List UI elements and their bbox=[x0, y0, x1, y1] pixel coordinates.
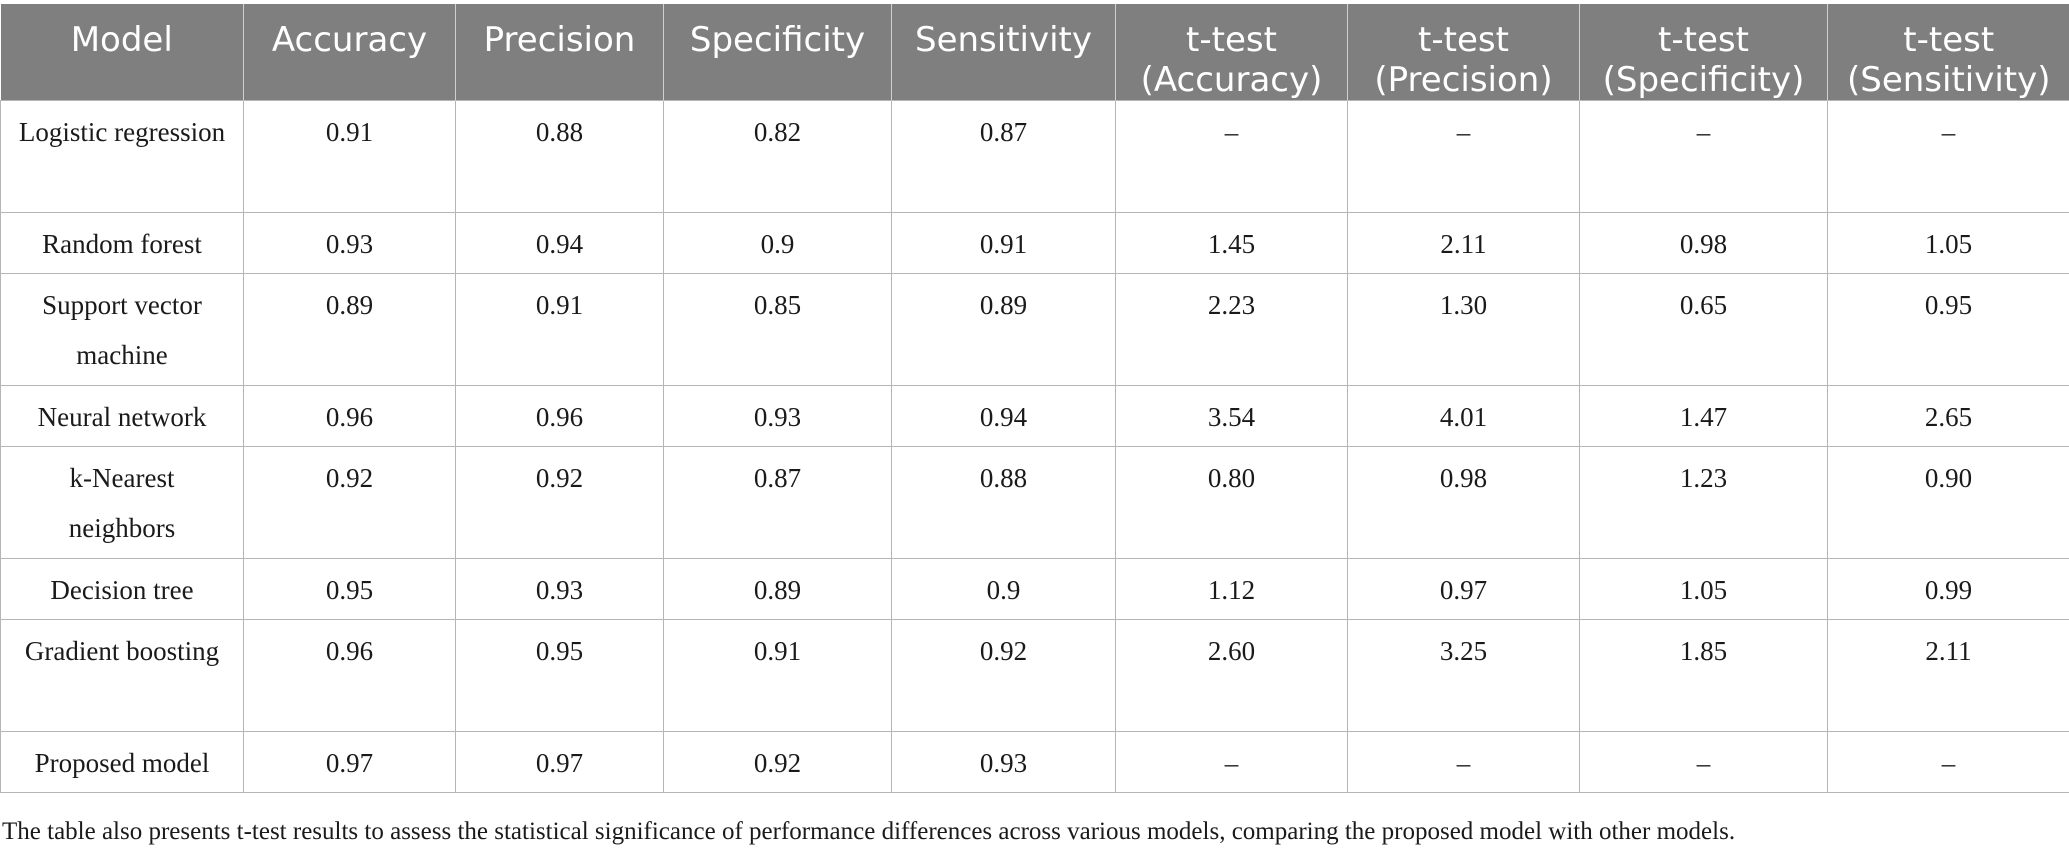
table-cell: 0.92 bbox=[455, 446, 664, 559]
col-header-precision: Precision bbox=[455, 4, 664, 101]
table-cell: 0.95 bbox=[243, 558, 456, 620]
table-cell: 1.47 bbox=[1579, 385, 1828, 447]
col-header-model: Model bbox=[0, 4, 244, 101]
table-cell: 0.93 bbox=[455, 558, 664, 620]
col-header-ttest-accuracy: t-test (Accuracy) bbox=[1115, 4, 1348, 101]
table-row: Support vector machine 0.89 0.91 0.85 0.… bbox=[0, 273, 2069, 386]
table-cell: 0.99 bbox=[1827, 558, 2069, 620]
table-cell: 0.9 bbox=[891, 558, 1116, 620]
model-name-cell: Proposed model bbox=[0, 731, 244, 793]
table-cell: 2.23 bbox=[1115, 273, 1348, 386]
table-cell: 0.87 bbox=[891, 100, 1116, 213]
model-name-cell: Random forest bbox=[0, 212, 244, 274]
table-cell: – bbox=[1347, 100, 1580, 213]
table-cell: 0.80 bbox=[1115, 446, 1348, 559]
table-cell: 0.95 bbox=[1827, 273, 2069, 386]
col-header-ttest-sensitivity: t-test (Sensitivity) bbox=[1827, 4, 2069, 101]
table-cell: 2.60 bbox=[1115, 619, 1348, 732]
table-cell: 0.92 bbox=[243, 446, 456, 559]
model-name-cell: Logistic regression bbox=[0, 100, 244, 213]
table-cell: – bbox=[1115, 731, 1348, 793]
table-cell: 0.93 bbox=[891, 731, 1116, 793]
table-cell: 0.9 bbox=[663, 212, 892, 274]
table-cell: 3.25 bbox=[1347, 619, 1580, 732]
table-cell: 0.92 bbox=[891, 619, 1116, 732]
table-row: Gradient boosting 0.96 0.95 0.91 0.92 2.… bbox=[0, 619, 2069, 732]
header-row: Model Accuracy Precision Specificity Sen… bbox=[0, 4, 2069, 101]
table-cell: 0.94 bbox=[455, 212, 664, 274]
model-name-cell: k-Nearest neighbors bbox=[0, 446, 244, 559]
table-cell: 1.23 bbox=[1579, 446, 1828, 559]
table-cell: 4.01 bbox=[1347, 385, 1580, 447]
table-cell: 0.98 bbox=[1579, 212, 1828, 274]
table-cell: – bbox=[1115, 100, 1348, 213]
table-cell: 0.88 bbox=[891, 446, 1116, 559]
table-cell: 1.12 bbox=[1115, 558, 1348, 620]
table-cell: 1.05 bbox=[1579, 558, 1828, 620]
model-name-cell: Decision tree bbox=[0, 558, 244, 620]
table-cell: – bbox=[1579, 731, 1828, 793]
table-row: Proposed model 0.97 0.97 0.92 0.93 – – –… bbox=[0, 731, 2069, 793]
model-comparison-table: Model Accuracy Precision Specificity Sen… bbox=[0, 4, 2069, 793]
table-cell: 1.85 bbox=[1579, 619, 1828, 732]
table-cell: 0.91 bbox=[455, 273, 664, 386]
table-cell: 0.92 bbox=[663, 731, 892, 793]
table-cell: 1.45 bbox=[1115, 212, 1348, 274]
table-cell: – bbox=[1827, 731, 2069, 793]
table-cell: 0.97 bbox=[243, 731, 456, 793]
table-cell: 0.94 bbox=[891, 385, 1116, 447]
table-cell: 0.97 bbox=[1347, 558, 1580, 620]
table-cell: 0.93 bbox=[663, 385, 892, 447]
table-cell: 2.11 bbox=[1347, 212, 1580, 274]
table-row: Random forest 0.93 0.94 0.9 0.91 1.45 2.… bbox=[0, 212, 2069, 274]
table-cell: 0.91 bbox=[663, 619, 892, 732]
table-cell: 1.30 bbox=[1347, 273, 1580, 386]
table-row: Logistic regression 0.91 0.88 0.82 0.87 … bbox=[0, 100, 2069, 213]
table-cell: 0.88 bbox=[455, 100, 664, 213]
table-cell: 0.89 bbox=[891, 273, 1116, 386]
table-cell: 0.65 bbox=[1579, 273, 1828, 386]
col-header-sensitivity: Sensitivity bbox=[891, 4, 1116, 101]
table-row: k-Nearest neighbors 0.92 0.92 0.87 0.88 … bbox=[0, 446, 2069, 559]
col-header-ttest-precision: t-test (Precision) bbox=[1347, 4, 1580, 101]
table-cell: 0.96 bbox=[455, 385, 664, 447]
table-cell: 0.90 bbox=[1827, 446, 2069, 559]
model-name-cell: Gradient boosting bbox=[0, 619, 244, 732]
table-cell: 0.97 bbox=[455, 731, 664, 793]
table-cell: 0.98 bbox=[1347, 446, 1580, 559]
col-header-accuracy: Accuracy bbox=[243, 4, 456, 101]
table-cell: – bbox=[1347, 731, 1580, 793]
table-cell: 0.87 bbox=[663, 446, 892, 559]
table-cell: 0.89 bbox=[243, 273, 456, 386]
table-row: Decision tree 0.95 0.93 0.89 0.9 1.12 0.… bbox=[0, 558, 2069, 620]
table-cell: 0.82 bbox=[663, 100, 892, 213]
table-cell: 0.96 bbox=[243, 385, 456, 447]
col-header-ttest-specificity: t-test (Specificity) bbox=[1579, 4, 1828, 101]
col-header-specificity: Specificity bbox=[663, 4, 892, 101]
table-cell: 0.91 bbox=[891, 212, 1116, 274]
table-cell: 2.65 bbox=[1827, 385, 2069, 447]
table-cell: – bbox=[1827, 100, 2069, 213]
table-cell: 1.05 bbox=[1827, 212, 2069, 274]
table-cell: 2.11 bbox=[1827, 619, 2069, 732]
table-cell: 0.91 bbox=[243, 100, 456, 213]
table-cell: 0.96 bbox=[243, 619, 456, 732]
table-cell: – bbox=[1579, 100, 1828, 213]
table-row: Neural network 0.96 0.96 0.93 0.94 3.54 … bbox=[0, 385, 2069, 447]
model-name-cell: Support vector machine bbox=[0, 273, 244, 386]
model-name-cell: Neural network bbox=[0, 385, 244, 447]
table-cell: 0.85 bbox=[663, 273, 892, 386]
table-cell: 3.54 bbox=[1115, 385, 1348, 447]
table-footnote: The table also presents t-test results t… bbox=[2, 818, 1736, 845]
table-cell: 0.93 bbox=[243, 212, 456, 274]
table-cell: 0.89 bbox=[663, 558, 892, 620]
table-cell: 0.95 bbox=[455, 619, 664, 732]
